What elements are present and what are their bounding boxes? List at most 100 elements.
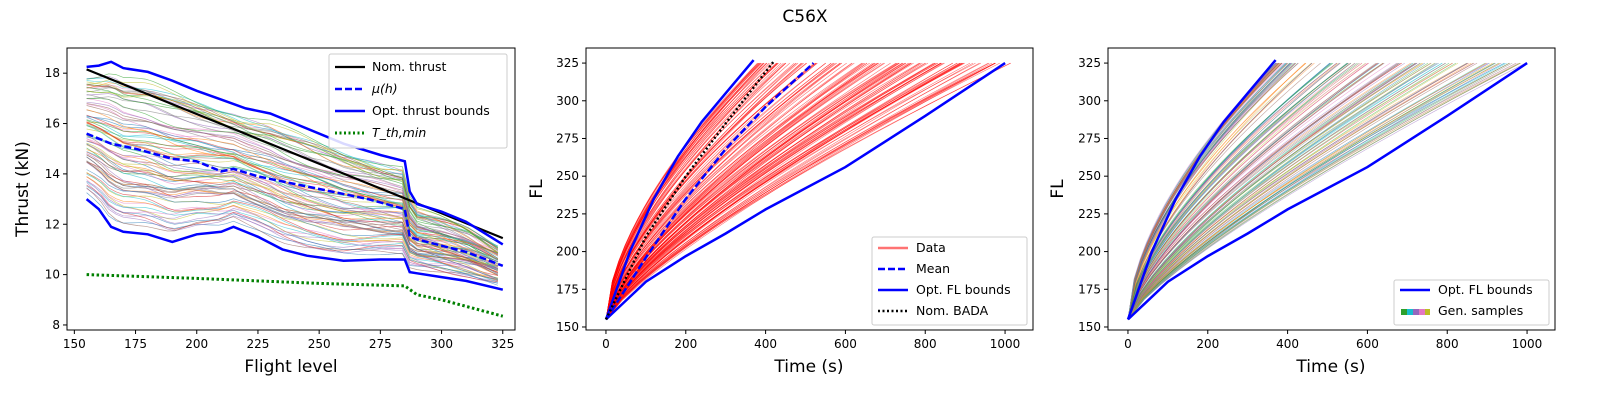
fl-data-xtick-label: 800 xyxy=(914,337,937,351)
legend-label-nom-thrust: Nom. thrust xyxy=(372,59,447,74)
fl-generated-xtick-label: 800 xyxy=(1436,337,1459,351)
fl-data-line xyxy=(605,62,841,320)
fl-generated-ytick-label: 325 xyxy=(1078,56,1101,70)
fl-data-line xyxy=(605,62,866,320)
thrust-sample-line xyxy=(86,138,499,267)
generated-sample-line xyxy=(1127,62,1505,320)
generated-sample-line xyxy=(1127,62,1453,320)
fl-data-line xyxy=(605,62,787,320)
fl-data-line xyxy=(605,62,907,320)
legend-label-thrust-bounds: Opt. thrust bounds xyxy=(372,103,490,118)
thrust-sample-line xyxy=(86,83,499,250)
generated-sample-line xyxy=(1127,62,1402,320)
generated-sample-line xyxy=(1127,62,1334,320)
fl-generated-ytick-label: 175 xyxy=(1078,282,1101,296)
generated-sample-line xyxy=(1127,62,1378,320)
generated-sample-line xyxy=(1127,62,1369,320)
fl-data-ytick-label: 225 xyxy=(556,207,579,221)
fl-data-line xyxy=(605,62,807,320)
thrust-sample-line xyxy=(86,119,499,260)
fl-generated-xtick-label: 200 xyxy=(1196,337,1219,351)
generated-sample-line xyxy=(1127,62,1475,320)
thrust-sample-line xyxy=(86,84,499,248)
generated-sample-line xyxy=(1127,62,1493,320)
legend-label-mu: μ(h) xyxy=(371,81,398,96)
fl-data-panel: 0 200 400 600 800 1000 150 175 200 225 250 275 300 32… xyxy=(527,47,1034,377)
fl-generated-xtick-label: 400 xyxy=(1276,337,1299,351)
legend-label-fl-bounds: Opt. FL bounds xyxy=(916,282,1011,297)
fl-data-line xyxy=(605,62,847,320)
generated-sample-line xyxy=(1127,62,1358,320)
fl-data-ticks: 0 200 400 600 800 1000 150 175 200 225 250 275 300 32… xyxy=(556,56,1020,351)
fl-generated-series xyxy=(1126,59,1528,321)
legend-label-mean: Mean xyxy=(916,261,950,276)
fl-generated-ytick-label: 250 xyxy=(1078,169,1101,183)
fl-data-line xyxy=(605,62,802,320)
thrust-ytick-label: 12 xyxy=(45,217,60,231)
thrust-lower-bound-line xyxy=(85,198,504,291)
fl-data-line xyxy=(605,62,936,320)
fl-generated-x-label: Time (s) xyxy=(1295,357,1365,377)
thrust-sample-lines xyxy=(86,73,499,286)
thrust-ticks: 150 175 200 225 250 275 300 325 8 10 12 14 16 18 xyxy=(45,66,514,351)
generated-sample-line xyxy=(1127,62,1331,320)
generated-sample-line xyxy=(1127,62,1474,320)
thrust-sample-line xyxy=(86,117,499,262)
fl-data-xtick-label: 600 xyxy=(834,337,857,351)
fl-data-line xyxy=(605,62,903,320)
fl-data-line xyxy=(605,62,834,320)
thrust-sample-line xyxy=(86,185,498,284)
fl-data-ytick-label: 325 xyxy=(556,56,579,70)
fl-generated-lines xyxy=(1127,62,1526,320)
fl-data-x-label: Time (s) xyxy=(773,357,843,377)
generated-sample-line xyxy=(1127,62,1486,320)
generated-sample-line xyxy=(1127,62,1468,320)
thrust-xtick-label: 275 xyxy=(369,337,392,351)
generated-sample-line xyxy=(1127,62,1366,320)
thrust-sample-line xyxy=(86,173,498,280)
fl-data-line xyxy=(605,62,853,320)
fl-data-legend-box xyxy=(871,236,1028,326)
thrust-sample-line xyxy=(86,181,499,283)
thrust-sample-line xyxy=(86,140,499,270)
generated-sample-line xyxy=(1127,62,1349,320)
fl-generated-xtick-label: 600 xyxy=(1356,337,1379,351)
fl-data-line xyxy=(605,62,900,320)
fl-data-line xyxy=(605,62,976,320)
fl-data-line xyxy=(605,62,912,320)
thrust-xtick-label: 325 xyxy=(491,337,514,351)
fl-data-line xyxy=(605,62,996,320)
fl-data-ytick-label: 250 xyxy=(556,169,579,183)
thrust-sample-line xyxy=(86,144,498,268)
nom-bada-line xyxy=(604,60,775,320)
thrust-sample-line xyxy=(86,172,499,280)
thrust-sample-line xyxy=(86,109,499,256)
generated-sample-line xyxy=(1127,62,1416,320)
thrust-ytick-label: 16 xyxy=(45,117,60,131)
thrust-x-label: Flight level xyxy=(244,357,337,377)
generated-sample-line xyxy=(1127,62,1292,320)
fl-data-line xyxy=(605,62,765,320)
thrust-sample-line xyxy=(86,79,499,253)
fl-data-line xyxy=(605,62,995,320)
thrust-xtick-label: 225 xyxy=(246,337,269,351)
fl-data-line xyxy=(605,62,941,320)
generated-sample-line xyxy=(1127,62,1380,320)
thrust-panel: 150 175 200 225 250 275 300 325 8 10 12 14 16 18 Flig… xyxy=(13,47,516,377)
thrust-xtick-label: 300 xyxy=(430,337,453,351)
fl-data-line xyxy=(605,62,944,320)
thrust-legend-box xyxy=(328,53,508,149)
legend-label-gen-samples: Gen. samples xyxy=(1438,303,1523,318)
fl-data-ytick-label: 275 xyxy=(556,131,579,145)
fl-data-line xyxy=(605,62,929,320)
fl-data-line xyxy=(605,62,971,320)
fl-generated-ytick-label: 300 xyxy=(1078,94,1101,108)
thrust-ytick-label: 10 xyxy=(45,268,60,282)
fl-data-series xyxy=(604,59,1006,321)
thrust-sample-line xyxy=(86,136,499,269)
legend-label-data: Data xyxy=(916,240,946,255)
fl-data-line xyxy=(605,62,817,320)
thrust-sample-line xyxy=(86,98,499,254)
fl-generated-xtick-label: 0 xyxy=(1124,337,1132,351)
gen-fl-slow-bound-line xyxy=(1127,62,1528,321)
